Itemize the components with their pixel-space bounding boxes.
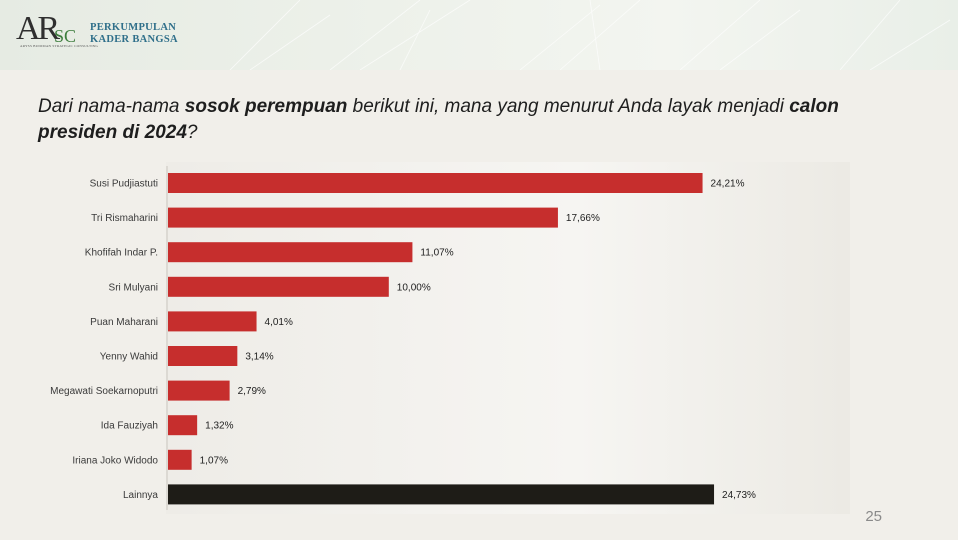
value-label: 24,21% <box>711 179 745 190</box>
arsc-logo: AR SC ARYSS BUDIMAN STRATEGIC CONSULTING <box>16 10 99 48</box>
header-decoration <box>229 0 951 70</box>
org-name-line1: PERKUMPULAN <box>90 22 177 33</box>
question-part1: Dari nama-nama <box>38 96 185 117</box>
category-label: Susi Pudjiastuti <box>90 179 158 190</box>
category-label: Tri Rismaharini <box>91 213 158 224</box>
category-label: Puan Maharani <box>90 317 158 328</box>
category-label: Iriana Joko Widodo <box>72 455 158 466</box>
bar <box>168 415 198 436</box>
page-number: 25 <box>865 508 882 525</box>
category-label: Ida Fauziyah <box>101 421 158 432</box>
org-name-line2: KADER BANGSA <box>90 34 178 45</box>
bar <box>168 173 703 193</box>
value-label: 4,01% <box>265 317 293 328</box>
value-label: 1,07% <box>200 455 228 466</box>
header-band: AR SC ARYSS BUDIMAN STRATEGIC CONSULTING … <box>0 0 958 70</box>
value-label: 17,66% <box>566 213 600 224</box>
category-label: Yenny Wahid <box>100 352 158 363</box>
question-bold2: calon presiden di 2024 <box>38 96 839 143</box>
value-label: 24,73% <box>722 490 756 501</box>
question-part3: ? <box>186 122 198 143</box>
value-label: 2,79% <box>238 386 266 397</box>
survey-question: Dari nama-nama sosok perempuan berikut i… <box>38 94 918 146</box>
org-name: PERKUMPULAN KADER BANGSA <box>90 22 178 46</box>
question-bold1: sosok perempuan <box>184 96 348 117</box>
logo-subtitle: ARYSS BUDIMAN STRATEGIC CONSULTING <box>20 44 99 48</box>
bar <box>168 311 257 332</box>
question-part2: berikut ini, mana yang menurut Anda laya… <box>347 96 790 117</box>
bar <box>168 346 238 366</box>
category-label: Lainnya <box>123 490 158 501</box>
category-label: Sri Mulyani <box>109 282 158 293</box>
category-label: Khofifah Indar P. <box>85 248 158 259</box>
value-label: 1,32% <box>205 421 233 432</box>
bar <box>168 449 192 470</box>
value-label: 11,07% <box>420 248 453 259</box>
bar <box>168 276 389 297</box>
bar <box>168 242 413 263</box>
value-label: 3,14% <box>245 352 273 363</box>
bar <box>168 380 230 401</box>
bar <box>168 484 715 505</box>
bar <box>168 207 558 228</box>
category-label: Megawati Soekarnoputri <box>50 386 158 397</box>
value-label: 10,00% <box>397 282 431 293</box>
